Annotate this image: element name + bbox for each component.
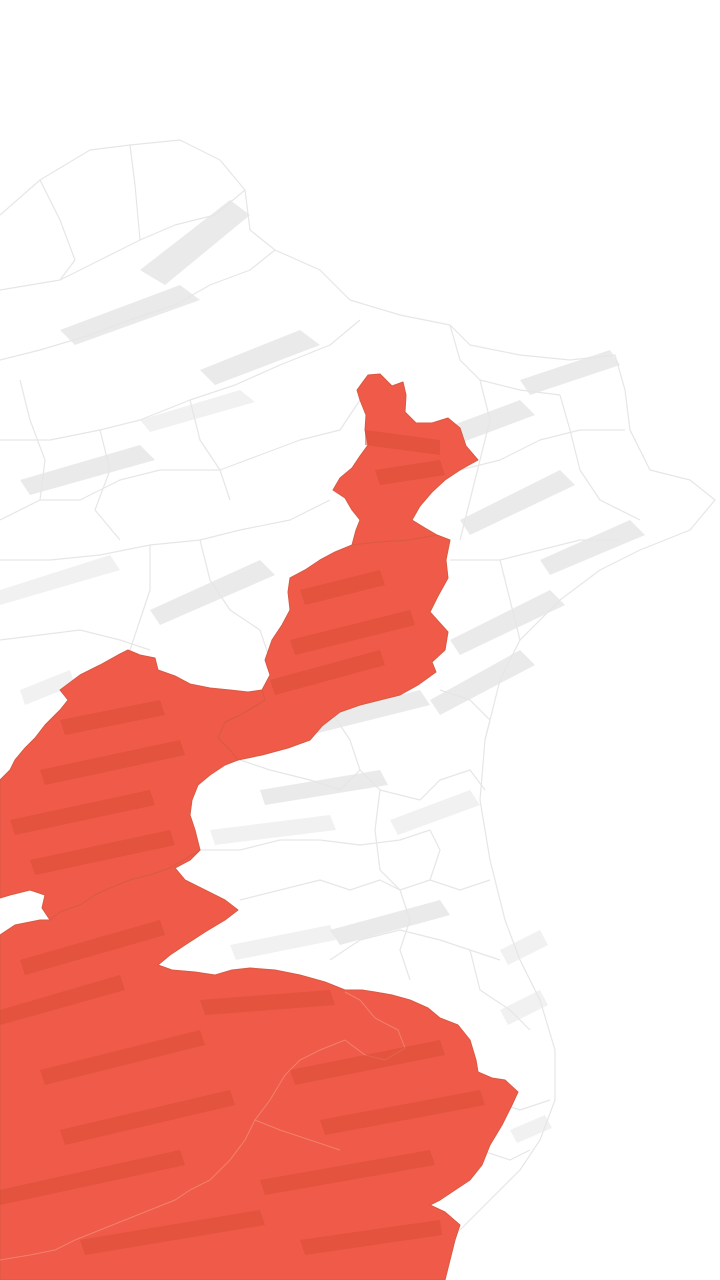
municipal-border [0,249,276,361]
municipal-border [399,889,411,981]
relief-ridge [520,350,620,395]
relief-ridge [40,1030,205,1085]
municipal-border [559,394,641,521]
municipal-border [450,539,620,561]
relief-ridge [290,1040,445,1085]
relief-ridge [0,1150,185,1205]
municipal-border [199,539,271,661]
relief-ridge [20,920,165,975]
municipal-border [329,929,501,961]
relief-ridge [20,445,155,495]
municipal-border [499,559,521,641]
relief-ridge [140,200,250,285]
relief-layer [0,200,645,1143]
highlighted-region-central-corridor[interactable] [215,534,451,761]
relief-ridge [510,1115,552,1143]
highlight-relief [0,430,485,1255]
municipal-border [469,949,531,1031]
relief-ridge [30,830,175,875]
relief-ridge [40,740,185,785]
relief-ridge [0,555,120,605]
municipal-border [429,879,491,891]
relief-ridge [150,560,275,625]
relief-ridge [60,1090,235,1145]
relief-ridge [320,1090,485,1135]
municipal-border [239,879,401,901]
municipal-border [0,399,361,521]
municipal-border [0,499,331,561]
relief-ridge [20,670,75,705]
relief-ridge [260,770,388,805]
municipal-border [200,829,431,851]
relief-ridge [0,975,125,1025]
relief-ridge [270,650,385,695]
municipal-border [0,629,151,651]
municipal-border [129,545,151,651]
prefecture-outline [0,139,716,1231]
highlighted-region-northern-lobe[interactable] [332,373,479,549]
relief-ridge [390,790,480,835]
relief-ridge [500,990,548,1025]
municipal-border [459,429,625,471]
relief-ridge [200,990,335,1015]
relief-ridge [80,1210,265,1255]
municipal-border [239,759,361,791]
relief-ridge [300,570,385,605]
region-internal-border [254,1119,341,1151]
municipal-border [329,709,486,801]
relief-ridge [290,610,415,655]
relief-ridge [300,1220,442,1255]
relief-ridge [450,590,565,655]
relief-ridge [365,430,440,455]
relief-ridge [460,470,575,535]
municipal-border [129,144,141,241]
relief-ridge [430,650,535,715]
relief-ridge [140,390,255,432]
relief-ridge [60,285,200,345]
relief-ridge [10,790,155,835]
municipal-border [189,399,231,501]
relief-ridge [440,400,535,445]
municipal-border [459,379,491,541]
relief-ridge [500,930,548,965]
relief-ridge [210,815,336,845]
relief-ridge [375,460,445,485]
relief-ridge [330,900,450,945]
relief-ridge [60,700,165,735]
municipal-border [479,1149,531,1161]
relief-ridge [260,1150,435,1195]
municipal-border [94,429,121,541]
relief-ridge [300,690,430,735]
relief-ridge [540,520,645,575]
region-internal-border [0,1039,346,1261]
municipal-borders [0,139,716,1231]
relief-ridge [230,925,336,960]
municipal-border [39,179,76,281]
municipal-border [439,689,491,741]
relief-ridge [200,330,320,385]
